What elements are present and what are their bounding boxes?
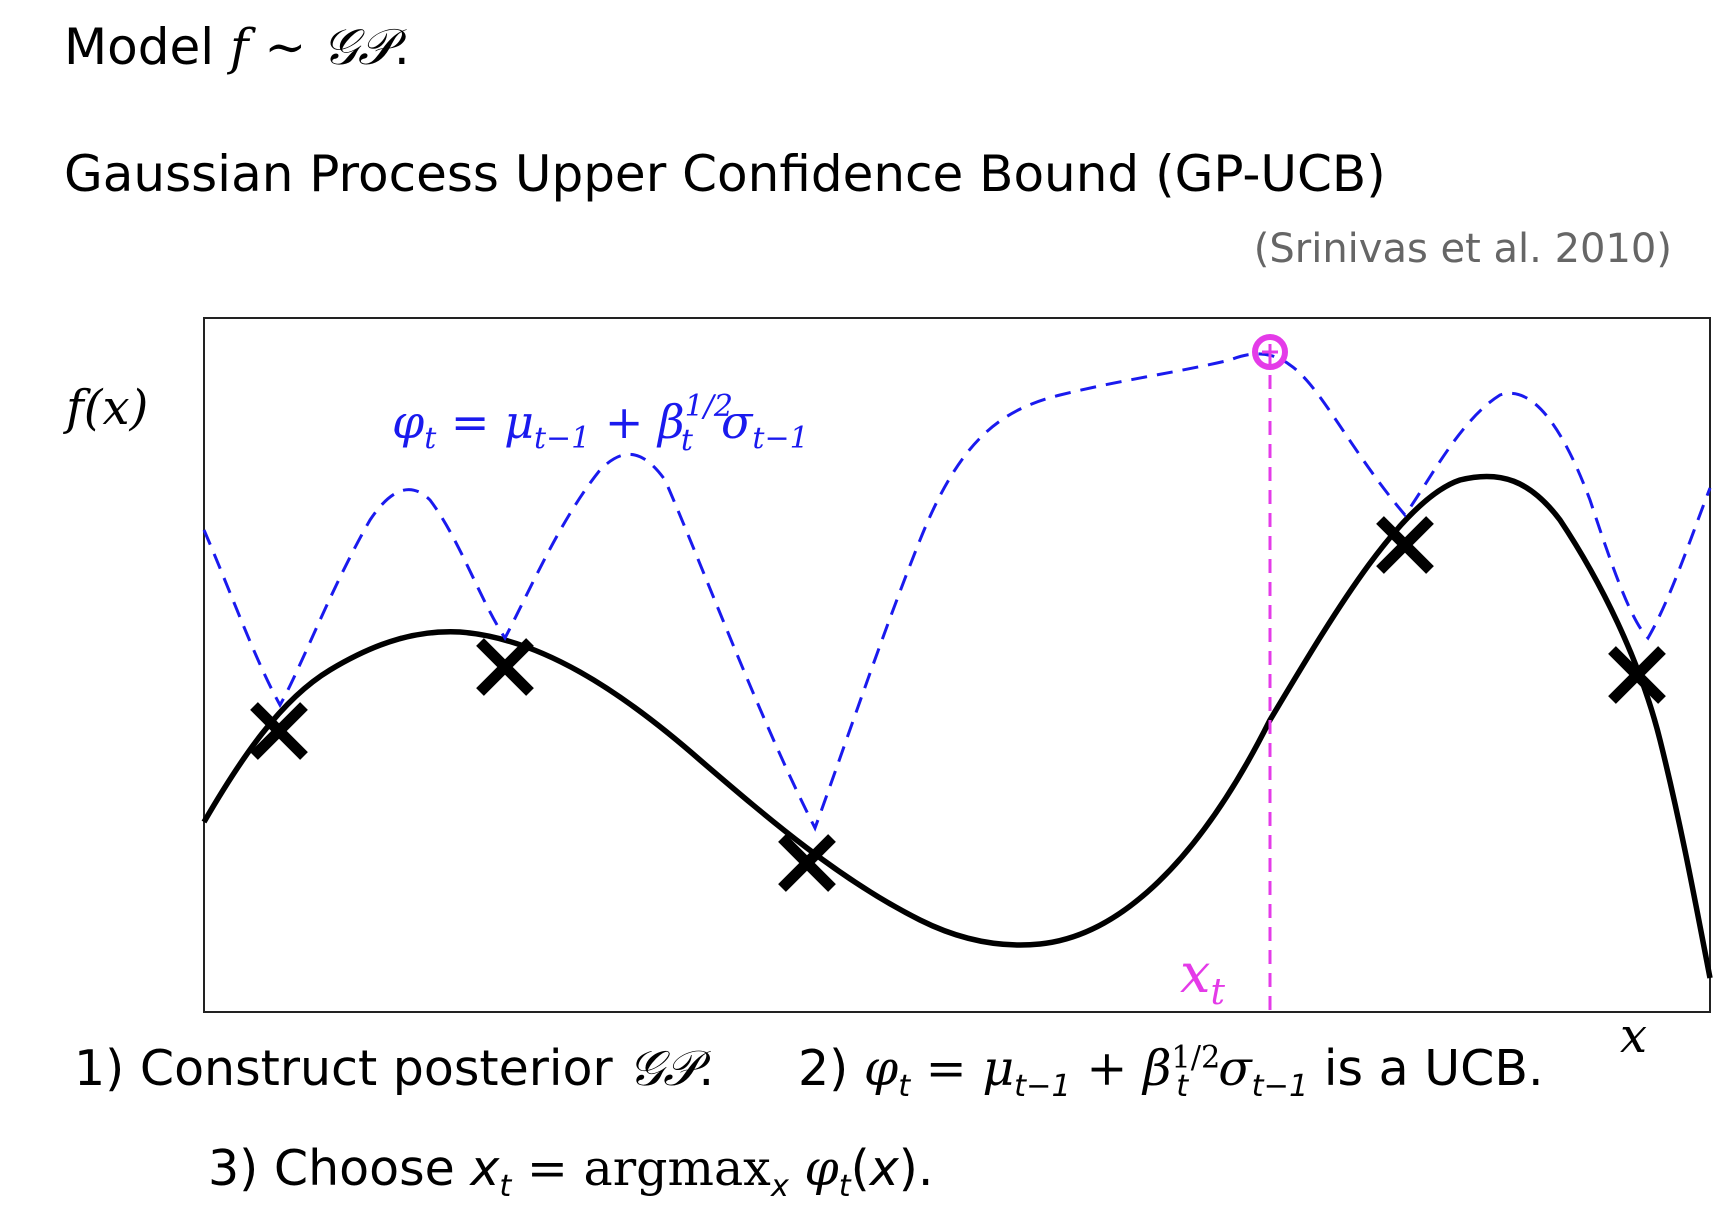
model-f: f bbox=[230, 18, 249, 76]
y-axis-label: f(x) bbox=[63, 380, 148, 436]
citation: (Srinivas et al. 2010) bbox=[1253, 226, 1672, 272]
step-3: 3) Choose xt = argmaxx φt(x). bbox=[208, 1140, 933, 1204]
step-2-eq: = μ bbox=[910, 1040, 1015, 1097]
model-statement: Model f ∼ 𝒢𝒫. bbox=[64, 18, 410, 77]
step-1-end: . bbox=[698, 1040, 715, 1097]
ucb-acquisition-curve bbox=[202, 352, 1712, 832]
step-2-sigma: σ bbox=[1218, 1040, 1252, 1097]
step-3-eq: = argmax bbox=[511, 1140, 771, 1197]
step-2: 2) φt = μt−1 + β1/2t σt−1 is a UCB. bbox=[798, 1040, 1544, 1104]
step-1-text: 1) Construct posterior bbox=[74, 1040, 629, 1097]
step-1-gp: 𝒢𝒫 bbox=[628, 1040, 699, 1097]
step-3-phi-sub: t bbox=[838, 1168, 851, 1204]
step-2-beta-sup: 1/2 bbox=[1171, 1040, 1221, 1076]
step-2-beta-sub: t bbox=[1176, 1068, 1189, 1104]
observation-x-1 bbox=[250, 702, 308, 760]
observation-x-3 bbox=[778, 834, 836, 892]
observation-markers bbox=[250, 516, 1666, 892]
step-2-end: is a UCB. bbox=[1308, 1040, 1544, 1097]
observation-x-5 bbox=[1608, 646, 1666, 704]
model-sim: ∼ bbox=[248, 18, 323, 76]
step-2-phi-sub: t bbox=[898, 1068, 911, 1104]
step-2-mu-sub: t−1 bbox=[1014, 1068, 1071, 1104]
step-3-open: ( bbox=[850, 1140, 870, 1197]
objective-function-curve bbox=[201, 473, 1713, 979]
step-3-close: ). bbox=[898, 1140, 934, 1197]
acquisition-label: φt = μt−1 + β1/2 t σt−1 bbox=[392, 389, 809, 458]
plot-frame bbox=[203, 317, 1711, 1013]
model-gp: 𝒢𝒫 bbox=[322, 18, 394, 76]
step-3-phi: φ bbox=[788, 1140, 839, 1197]
model-end: . bbox=[393, 18, 410, 76]
step-3-x-sub: t bbox=[499, 1168, 512, 1204]
step-3-arg-sub: x bbox=[770, 1168, 789, 1204]
observation-x-4 bbox=[1376, 516, 1434, 574]
step-2-sigma-sub: t−1 bbox=[1251, 1068, 1309, 1104]
step-2-phi: φ bbox=[863, 1040, 899, 1097]
xt-label: xt bbox=[1180, 942, 1225, 1013]
step-2-plus: + β bbox=[1070, 1040, 1172, 1097]
step-2-prefix: 2) bbox=[798, 1040, 864, 1097]
step-3-end-x: x bbox=[869, 1140, 899, 1197]
model-prefix: Model bbox=[64, 18, 231, 76]
argmax-marker bbox=[1252, 334, 1288, 370]
page-title: Gaussian Process Upper Confidence Bound … bbox=[64, 145, 1386, 203]
step-1: 1) Construct posterior 𝒢𝒫. bbox=[74, 1040, 714, 1098]
x-axis-label: x bbox=[1620, 1008, 1647, 1064]
step-3-x: x bbox=[470, 1140, 500, 1197]
observation-x-2 bbox=[476, 638, 534, 696]
step-3-prefix: 3) Choose bbox=[208, 1140, 471, 1197]
